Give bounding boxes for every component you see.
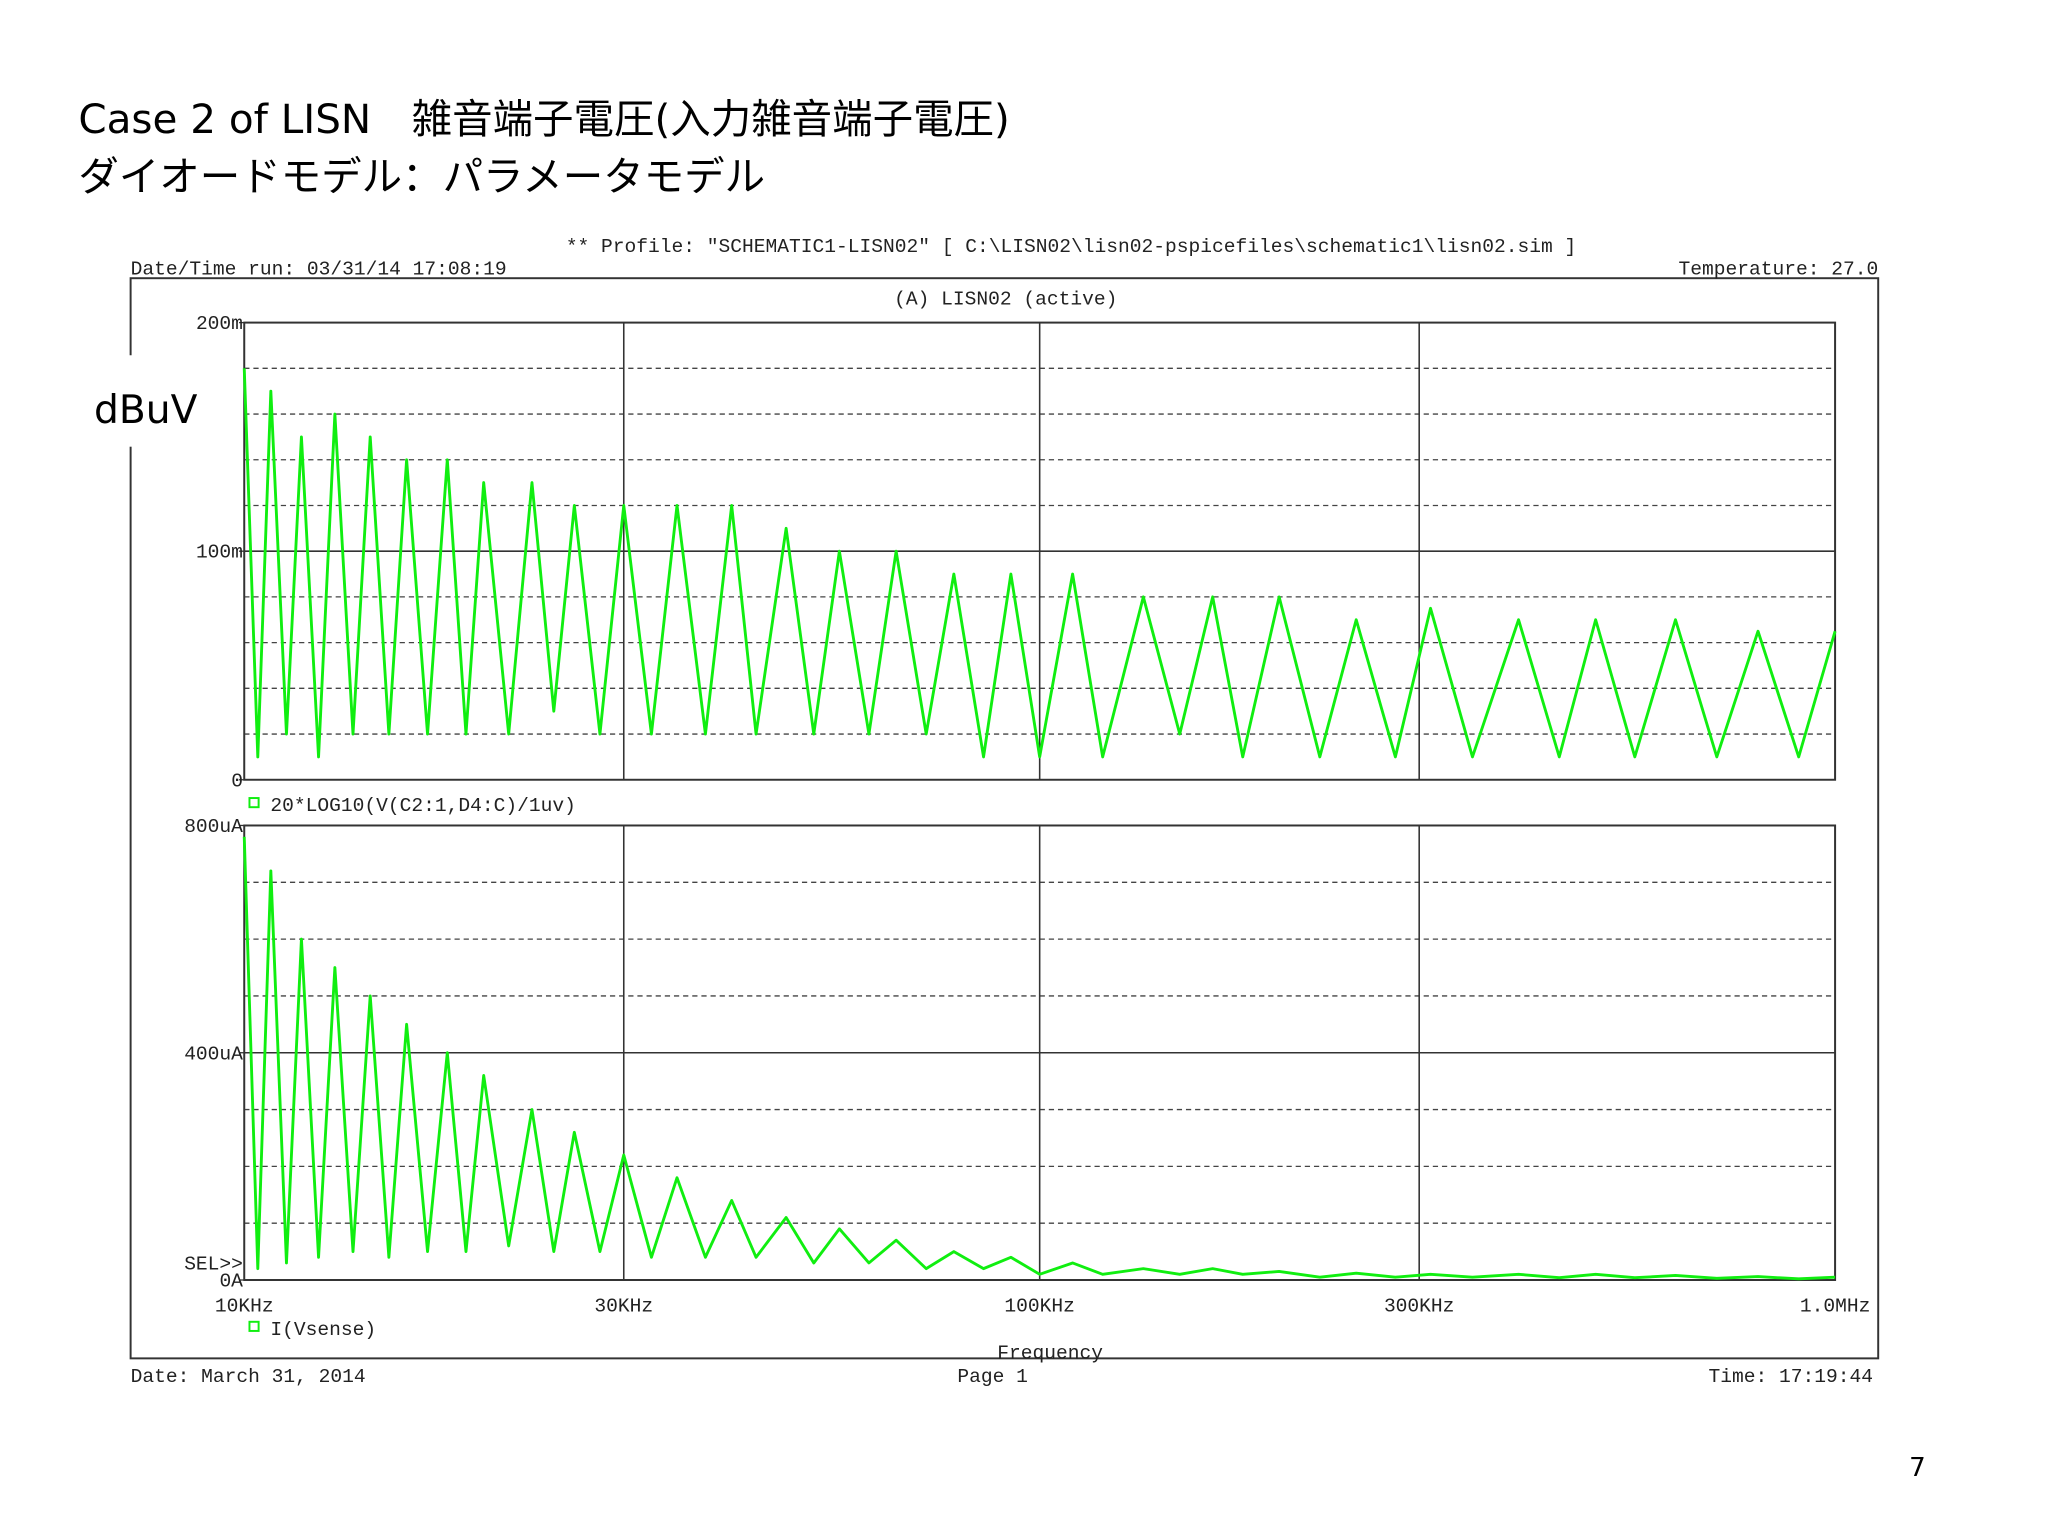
profile: ** Profile: "SCHEMATIC1-LISN02" [ C:\LIS… [566, 236, 1576, 258]
plot-frame [129, 277, 1880, 1360]
slide-title: Case 2 of LISN 雑音端子電圧(入力雑音端子電圧) [78, 95, 1009, 143]
date-time-run: Date/Time run: 03/31/14 17:08:19 [131, 258, 507, 280]
footer-date: Date: March 31, 2014 [131, 1366, 366, 1388]
legend-marker [248, 797, 260, 809]
footer-time: Time: 17:19:44 [1708, 1366, 1872, 1388]
y-tick-label: 200m [196, 313, 243, 335]
legend-label: I(Vsense) [270, 1319, 376, 1341]
x-tick-label: 300KHz [1384, 1295, 1455, 1317]
legend-label: 20*LOG10(V(C2:1,D4:C)/1uv) [270, 795, 575, 817]
x-tick-label: 10KHz [215, 1295, 274, 1317]
y-tick-label: 0 [231, 770, 243, 792]
y-tick-label: 800uA [184, 816, 243, 838]
y-tick-label: 100m [196, 542, 243, 564]
y-axis-label: dBuV [94, 388, 198, 433]
footer-page: Page 1 [957, 1366, 1028, 1388]
x-tick-label: 1.0MHz [1800, 1295, 1871, 1317]
series-line [242, 368, 1837, 759]
selection-marker: SEL>> [184, 1254, 243, 1276]
y-label-box [78, 355, 215, 447]
y-tick-label: 0A [219, 1271, 243, 1293]
x-tick-label: 100KHz [1004, 1295, 1075, 1317]
x-axis-label: Frequency [997, 1342, 1103, 1364]
series-line [242, 836, 1836, 1281]
slide-subtitle: ダイオードモデル：パラメータモデル [78, 153, 765, 201]
page-number: 7 [1909, 1453, 1926, 1483]
temperature: Temperature: 27.0 [1678, 258, 1878, 280]
x-tick-label: 30KHz [594, 1295, 653, 1317]
y-tick-label: 400uA [184, 1043, 243, 1065]
legend-marker [248, 1320, 260, 1332]
plot-title: (A) LISN02 (active) [894, 288, 1117, 310]
